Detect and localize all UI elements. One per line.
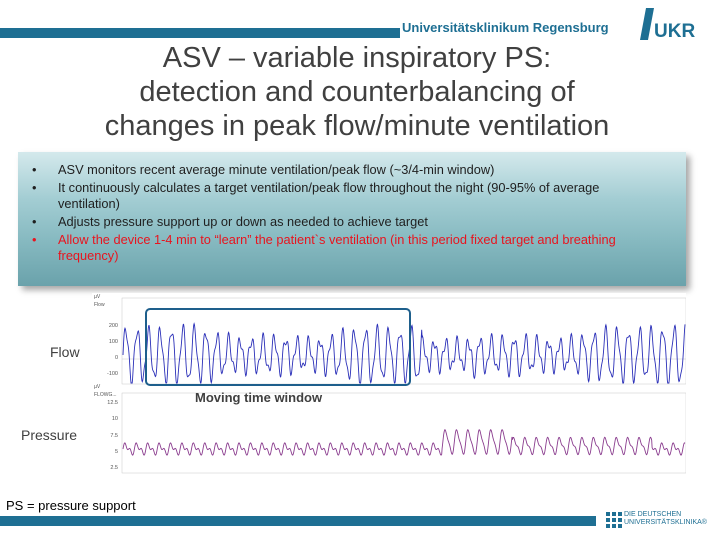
flow-trace bbox=[122, 322, 686, 385]
pressure-tick: 2.5 bbox=[110, 465, 118, 471]
flow-tick: 0 bbox=[115, 355, 118, 361]
polysomnography-figure: µV Flow 200 100 0 -100 µV FLOWG... 12.5 … bbox=[92, 293, 686, 476]
logo-stripe bbox=[640, 8, 654, 40]
header-bar bbox=[0, 28, 400, 38]
footer-logo-line-2: UNIVERSITÄTSKLINIKA® bbox=[624, 519, 707, 527]
pressure-trace bbox=[122, 428, 686, 456]
bullet-item: Adjusts pressure support up or down as n… bbox=[32, 214, 656, 231]
slide-title: ASV – variable inspiratory PS: detection… bbox=[0, 42, 714, 144]
pressure-label: Pressure bbox=[21, 427, 78, 443]
title-line-2: detection and counterbalancing of bbox=[139, 75, 575, 108]
flow-tick: 100 bbox=[109, 339, 118, 345]
pressure-panel bbox=[121, 392, 686, 474]
flow-label: Flow bbox=[50, 344, 80, 360]
bullet-item: It continuously calculates a target vent… bbox=[32, 180, 656, 213]
logo-text: UKR bbox=[654, 21, 695, 40]
title-line-1: ASV – variable inspiratory PS: bbox=[162, 42, 552, 74]
org-name: Universitätsklinikum Regensburg bbox=[402, 20, 609, 35]
pressure-tick: 10 bbox=[112, 416, 118, 422]
flow-tick: -100 bbox=[107, 371, 118, 377]
footnote: PS = pressure support bbox=[6, 498, 136, 513]
flow-channel: Flow bbox=[94, 302, 105, 308]
bullet-list: ASV monitors recent average minute venti… bbox=[32, 162, 656, 265]
pressure-tick: 12.5 bbox=[107, 400, 118, 406]
moving-window-label: Moving time window bbox=[195, 390, 323, 405]
pressure-tick: 5 bbox=[115, 449, 118, 455]
flow-unit: µV bbox=[94, 294, 101, 300]
bullet-box: ASV monitors recent average minute venti… bbox=[18, 152, 686, 286]
grid-icon bbox=[606, 512, 622, 528]
moving-window-box bbox=[145, 308, 411, 386]
footer-bar bbox=[0, 516, 596, 526]
flow-tick: 200 bbox=[109, 323, 118, 329]
pressure-channel: FLOWG... bbox=[94, 392, 117, 398]
bullet-item-highlight: Allow the device 1-4 min to “learn” the … bbox=[32, 232, 656, 265]
title-line-3: changes in peak flow/minute ventilation bbox=[104, 109, 610, 142]
bullet-item: ASV monitors recent average minute venti… bbox=[32, 162, 656, 179]
pressure-tick: 7.5 bbox=[110, 433, 118, 439]
pressure-unit: µV bbox=[94, 384, 101, 390]
footer-logo: DIE DEUTSCHEN UNIVERSITÄTSKLINIKA® bbox=[604, 510, 714, 530]
ukr-logo: UKR bbox=[640, 8, 695, 40]
footer-logo-text: DIE DEUTSCHEN UNIVERSITÄTSKLINIKA® bbox=[624, 511, 707, 527]
footer-logo-line-1: DIE DEUTSCHEN bbox=[624, 511, 682, 518]
